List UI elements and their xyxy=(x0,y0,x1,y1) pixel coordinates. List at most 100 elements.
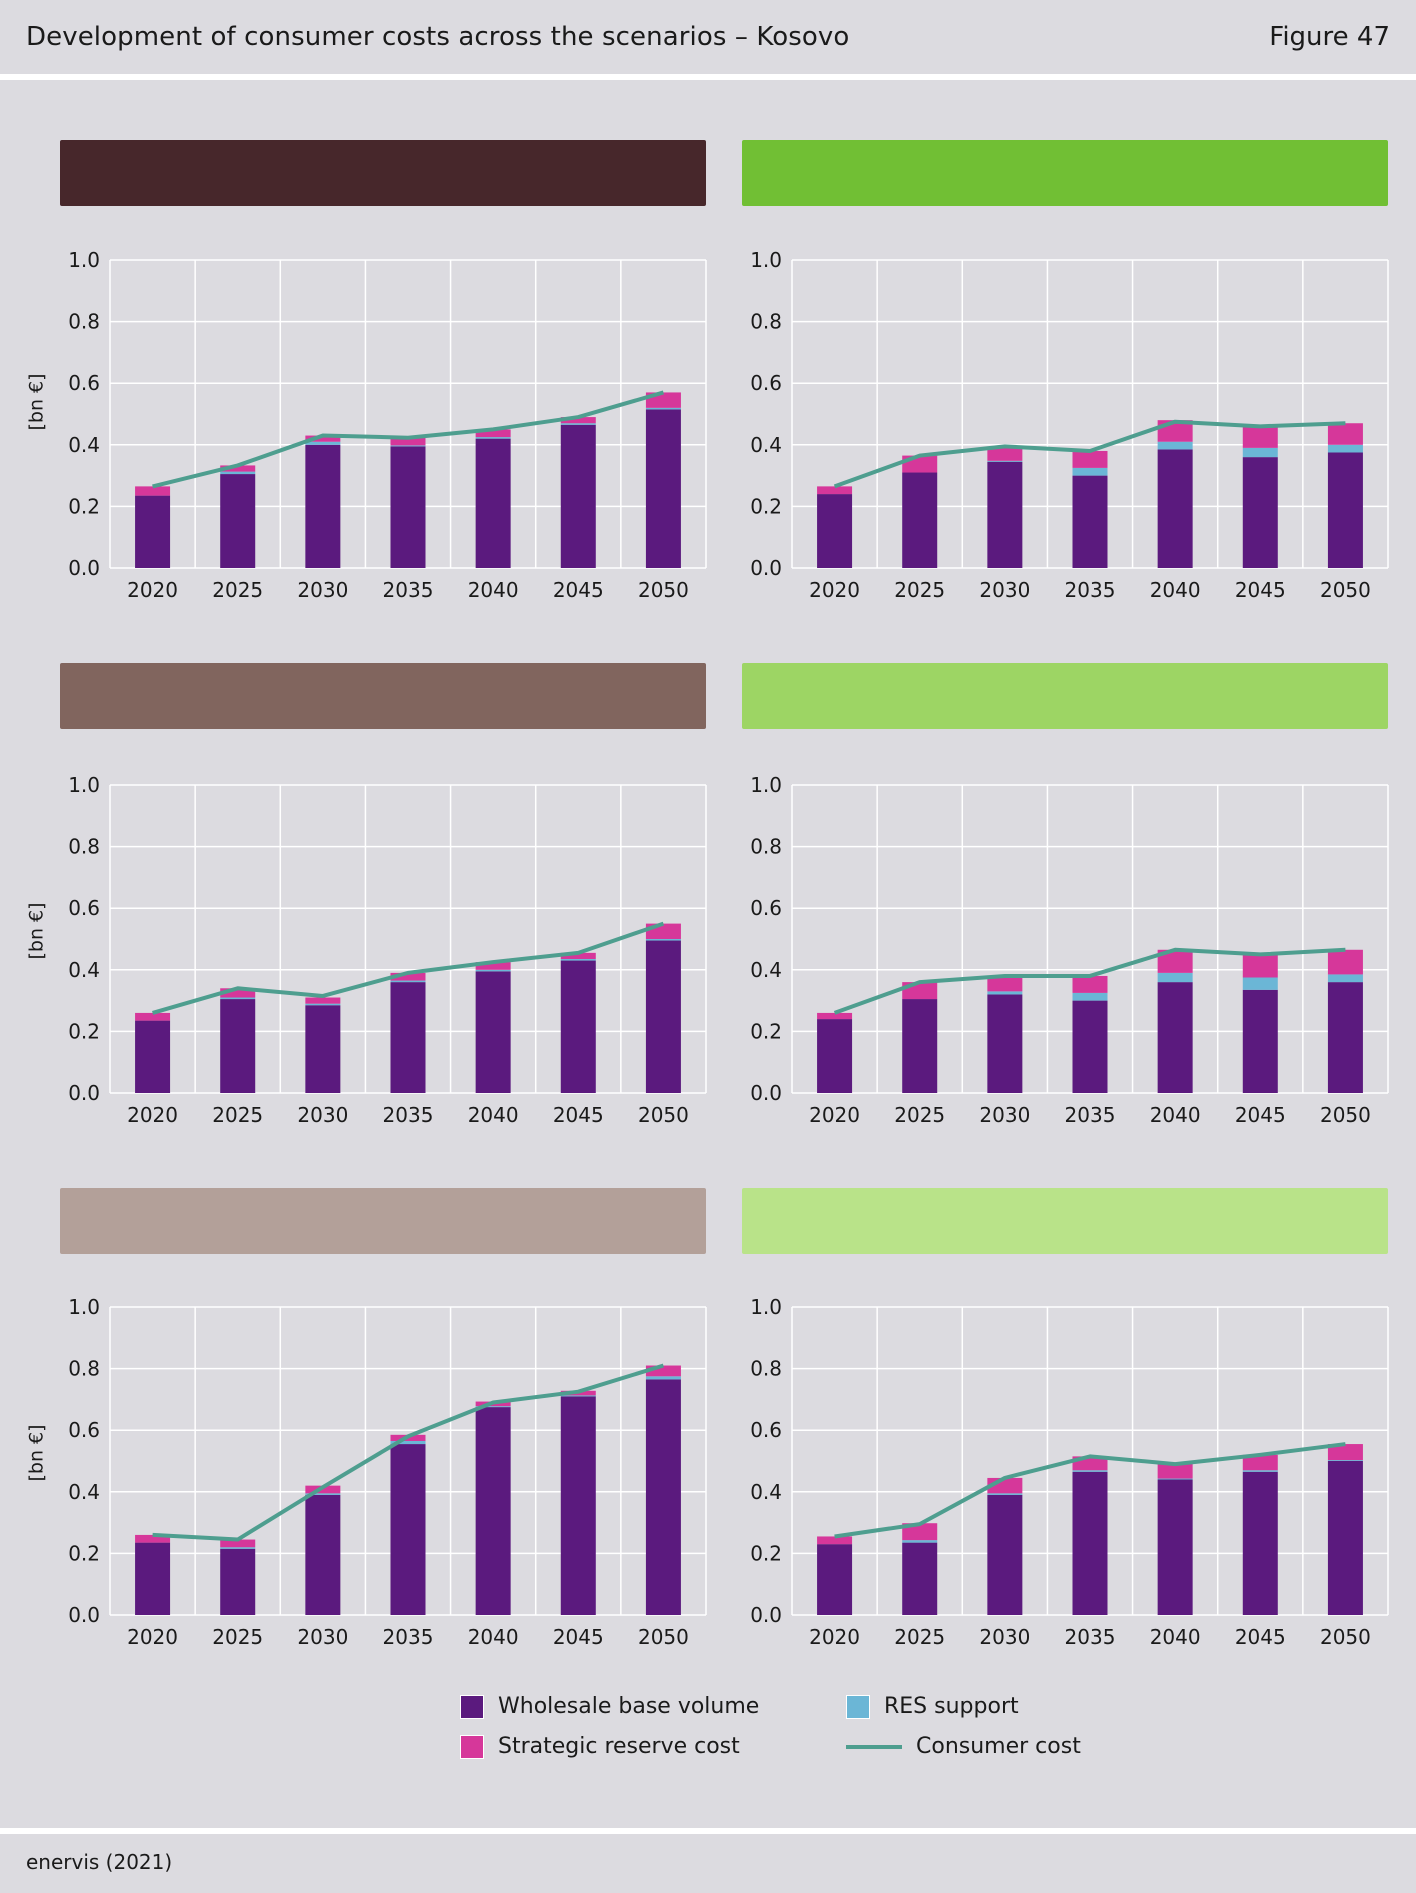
bar-strategic-reserve xyxy=(1072,975,1108,993)
bar-res-support xyxy=(305,441,341,445)
x-tick-label: 2050 xyxy=(638,1103,689,1127)
bar-wholesale xyxy=(305,444,341,568)
bar-wholesale xyxy=(1327,982,1363,1093)
bar-res-support xyxy=(220,997,256,1000)
bar-res-support xyxy=(1072,992,1108,1001)
bar-res-support xyxy=(390,445,426,447)
bar-res-support xyxy=(560,959,596,961)
bar-wholesale xyxy=(560,960,596,1093)
y-tick-label: 0.2 xyxy=(750,1019,782,1043)
x-tick-label: 2045 xyxy=(1235,1625,1286,1649)
source-note: enervis (2021) xyxy=(26,1850,173,1874)
bar-wholesale xyxy=(390,1444,426,1615)
y-tick-label: 0.2 xyxy=(750,1541,782,1565)
y-tick-label: 1.0 xyxy=(68,248,100,272)
y-tick-label: 0.4 xyxy=(750,433,782,457)
x-tick-label: 2045 xyxy=(553,1625,604,1649)
y-axis-label: [bn €] xyxy=(25,1424,48,1482)
x-tick-label: 2030 xyxy=(979,1625,1030,1649)
legend: Wholesale base volume Strategic reserve … xyxy=(460,1694,1160,1774)
legend-item-wholesale: Wholesale base volume xyxy=(460,1694,759,1719)
bar-strategic-reserve xyxy=(305,435,341,442)
y-tick-label: 1.0 xyxy=(750,1295,782,1319)
legend-label: Wholesale base volume xyxy=(498,1694,760,1719)
bar-wholesale xyxy=(135,1020,171,1093)
y-tick-label: 0.6 xyxy=(68,371,100,395)
scenario-bar-5 xyxy=(60,1188,706,1254)
consumer-cost-line xyxy=(833,419,1346,489)
x-tick-label: 2020 xyxy=(809,1625,860,1649)
x-tick-label: 2020 xyxy=(127,1103,178,1127)
scenario-bar-1 xyxy=(60,140,706,206)
bar-strategic-reserve xyxy=(817,1536,853,1545)
x-tick-label: 2040 xyxy=(1150,1625,1201,1649)
bar-wholesale xyxy=(220,474,256,568)
x-tick-label: 2035 xyxy=(383,578,434,602)
consumer-cost-line xyxy=(834,1442,1346,1539)
bar-strategic-reserve xyxy=(1327,1444,1363,1461)
bar-res-support xyxy=(987,991,1023,995)
bar-res-support xyxy=(1327,1460,1363,1461)
y-tick-label: 0.0 xyxy=(750,1603,782,1627)
x-tick-label: 2040 xyxy=(468,1103,519,1127)
x-tick-label: 2020 xyxy=(809,1103,860,1127)
y-tick-label: 0.8 xyxy=(68,310,100,334)
header: Development of consumer costs across the… xyxy=(0,0,1416,76)
x-tick-label: 2040 xyxy=(1150,578,1201,602)
bar-strategic-reserve xyxy=(987,975,1023,992)
bar-strategic-reserve xyxy=(475,429,511,438)
bar-strategic-reserve xyxy=(135,1534,171,1543)
bar-strategic-reserve xyxy=(390,972,426,981)
bar-res-support xyxy=(475,1406,511,1408)
y-tick-label: 0.8 xyxy=(750,310,782,334)
bar-strategic-reserve xyxy=(1157,1463,1193,1479)
chart-2: 0.0 0.2 0.4 0.6 0.8 1.0 2020 2025 2030 2035 2040 20… xyxy=(750,248,1389,602)
bar-res-support xyxy=(645,1376,681,1380)
chart-4: 0.0 0.2 0.4 0.6 0.8 1.0 2020 2025 2030 2035 2040 20… xyxy=(750,773,1389,1127)
x-tick-label: 2020 xyxy=(127,578,178,602)
bar-strategic-reserve xyxy=(1072,450,1108,468)
y-tick-label: 0.6 xyxy=(750,1418,782,1442)
bar-res-support xyxy=(475,969,511,972)
bar-wholesale xyxy=(390,982,426,1093)
figure-label: Figure 47 xyxy=(1269,22,1390,52)
y-tick-label: 0.2 xyxy=(750,494,782,518)
bar-strategic-reserve xyxy=(817,486,853,495)
bar-strategic-reserve xyxy=(475,962,511,970)
bar-wholesale xyxy=(987,994,1023,1093)
bar-wholesale xyxy=(305,1005,341,1093)
bar-res-support xyxy=(1327,974,1363,983)
bar-strategic-reserve xyxy=(817,1012,853,1020)
x-tick-label: 2040 xyxy=(468,578,519,602)
x-tick-label: 2025 xyxy=(212,1625,263,1649)
bar-res-support xyxy=(1072,467,1108,476)
y-tick-label: 0.6 xyxy=(68,1418,100,1442)
x-tick-label: 2035 xyxy=(1065,578,1116,602)
bar-wholesale xyxy=(1242,989,1278,1093)
x-tick-label: 2020 xyxy=(809,578,860,602)
chart-3: 0.0 0.2 0.4 0.6 0.8 1.0 2020 2025 2030 2035 2040 20… xyxy=(68,773,707,1127)
bar-wholesale xyxy=(475,971,511,1093)
bar-res-support xyxy=(305,1003,341,1006)
legend-item-res: RES support xyxy=(846,1694,1019,1719)
y-tick-label: 0.8 xyxy=(750,835,782,859)
bar-wholesale xyxy=(902,472,938,568)
y-tick-label: 0.2 xyxy=(68,1019,100,1043)
x-tick-label: 2035 xyxy=(1065,1103,1116,1127)
bar-strategic-reserve xyxy=(902,1523,938,1541)
consumer-cost-line xyxy=(152,1363,665,1542)
bar-wholesale xyxy=(560,424,596,568)
legend-item-reserve: Strategic reserve cost xyxy=(460,1734,740,1759)
bar-wholesale xyxy=(817,494,853,568)
bar-wholesale xyxy=(645,1379,681,1615)
bar-wholesale xyxy=(1072,1000,1108,1093)
legend-line-consumer xyxy=(846,1744,902,1749)
bar-wholesale xyxy=(817,1019,853,1093)
bar-strategic-reserve xyxy=(135,1012,171,1021)
bar-strategic-reserve xyxy=(220,465,256,472)
scenario-bar-3 xyxy=(60,663,706,729)
y-tick-label: 0.0 xyxy=(750,1081,782,1105)
bar-res-support xyxy=(305,1493,341,1495)
bar-strategic-reserve xyxy=(987,446,1023,461)
bar-strategic-reserve xyxy=(135,486,171,496)
